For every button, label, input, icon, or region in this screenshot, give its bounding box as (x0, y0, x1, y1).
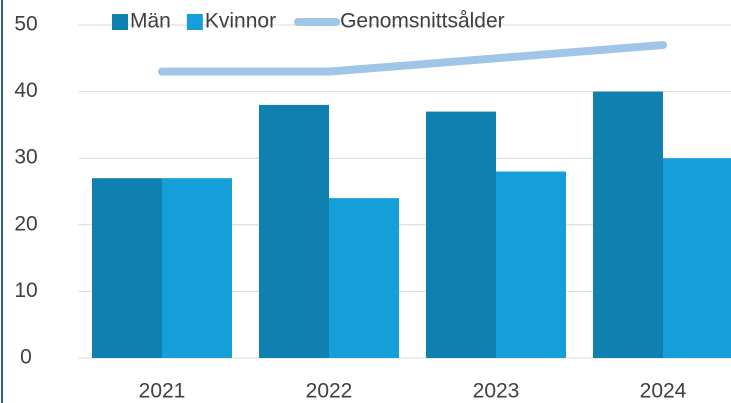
bar (329, 198, 399, 358)
legend-label: Män (130, 10, 171, 33)
y-tick-label: 20 (14, 212, 37, 235)
x-tick-label: 2022 (306, 380, 353, 403)
y-tick-label: 0 (20, 346, 32, 369)
bar (593, 91, 663, 358)
bar (663, 158, 731, 358)
legend-swatch (112, 14, 128, 30)
x-tick-label: 2024 (640, 380, 687, 403)
y-tick-label: 10 (14, 279, 37, 302)
bar (92, 178, 162, 358)
legend-swatch (186, 14, 203, 30)
line-series (158, 40, 667, 76)
legend-label: Kvinnor (205, 10, 276, 33)
bar (259, 104, 329, 358)
bar (496, 171, 566, 358)
bar (162, 178, 232, 358)
bar (426, 111, 496, 358)
x-tick-label: 2023 (473, 380, 520, 403)
y-tick-label: 30 (14, 146, 37, 169)
y-tick-label: 40 (14, 79, 37, 102)
legend-label: Genomsnittsålder (340, 10, 505, 33)
x-tick-label: 2021 (139, 380, 186, 403)
y-tick-label: 50 (14, 13, 37, 36)
